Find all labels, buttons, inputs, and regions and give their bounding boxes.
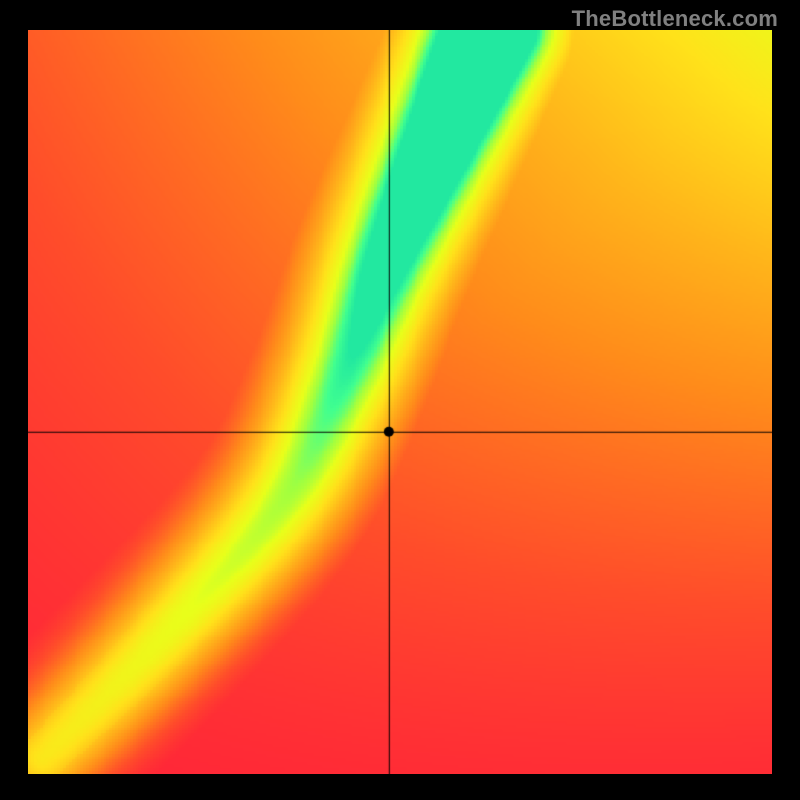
heatmap-plot [28,30,772,774]
watermark-text: TheBottleneck.com [572,6,778,32]
chart-container: TheBottleneck.com [0,0,800,800]
